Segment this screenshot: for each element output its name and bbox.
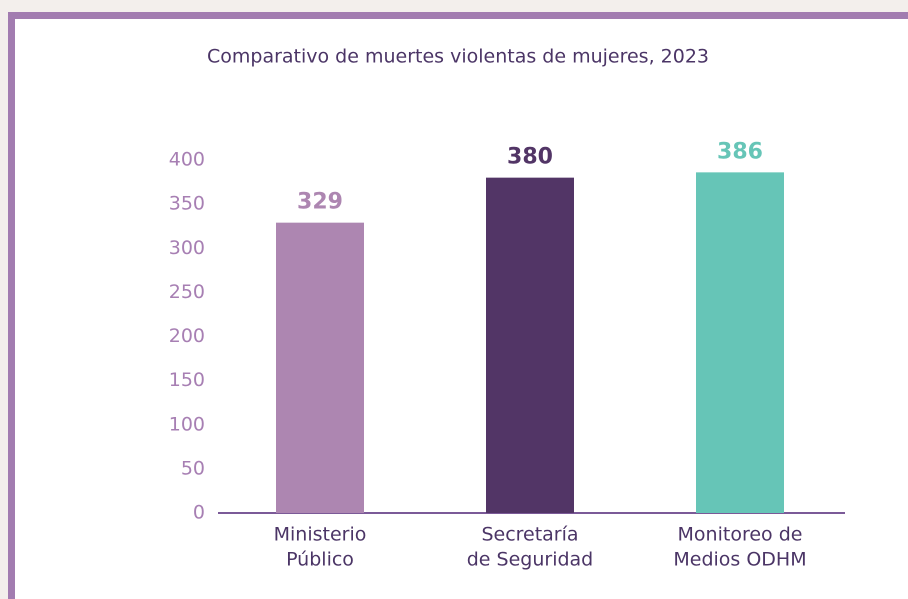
y-tick-label: 0: [193, 502, 205, 524]
y-tick-label: 200: [169, 325, 205, 347]
y-tick-label: 350: [169, 193, 205, 215]
y-tick-label: 100: [169, 413, 205, 435]
chart-title: Comparativo de muertes violentas de muje…: [207, 46, 709, 68]
x-tick-label: Secretaría: [481, 524, 578, 546]
data-label: 329: [297, 190, 343, 215]
x-tick-label: Medios ODHM: [673, 549, 806, 571]
data-label: 380: [507, 145, 553, 170]
y-tick-label: 250: [169, 281, 205, 303]
bar: [276, 222, 364, 513]
data-label: 386: [717, 139, 763, 164]
y-tick-label: 400: [169, 149, 205, 171]
y-tick-label: 50: [181, 457, 205, 479]
y-tick-label: 150: [169, 369, 205, 391]
x-tick-label: Público: [286, 549, 354, 571]
x-tick-label: de Seguridad: [467, 549, 594, 571]
x-tick-label: Ministerio: [274, 524, 367, 546]
y-tick-label: 300: [169, 237, 205, 259]
bar: [696, 172, 784, 514]
x-tick-label: Monitoreo de: [678, 524, 803, 546]
bar: [486, 177, 574, 513]
